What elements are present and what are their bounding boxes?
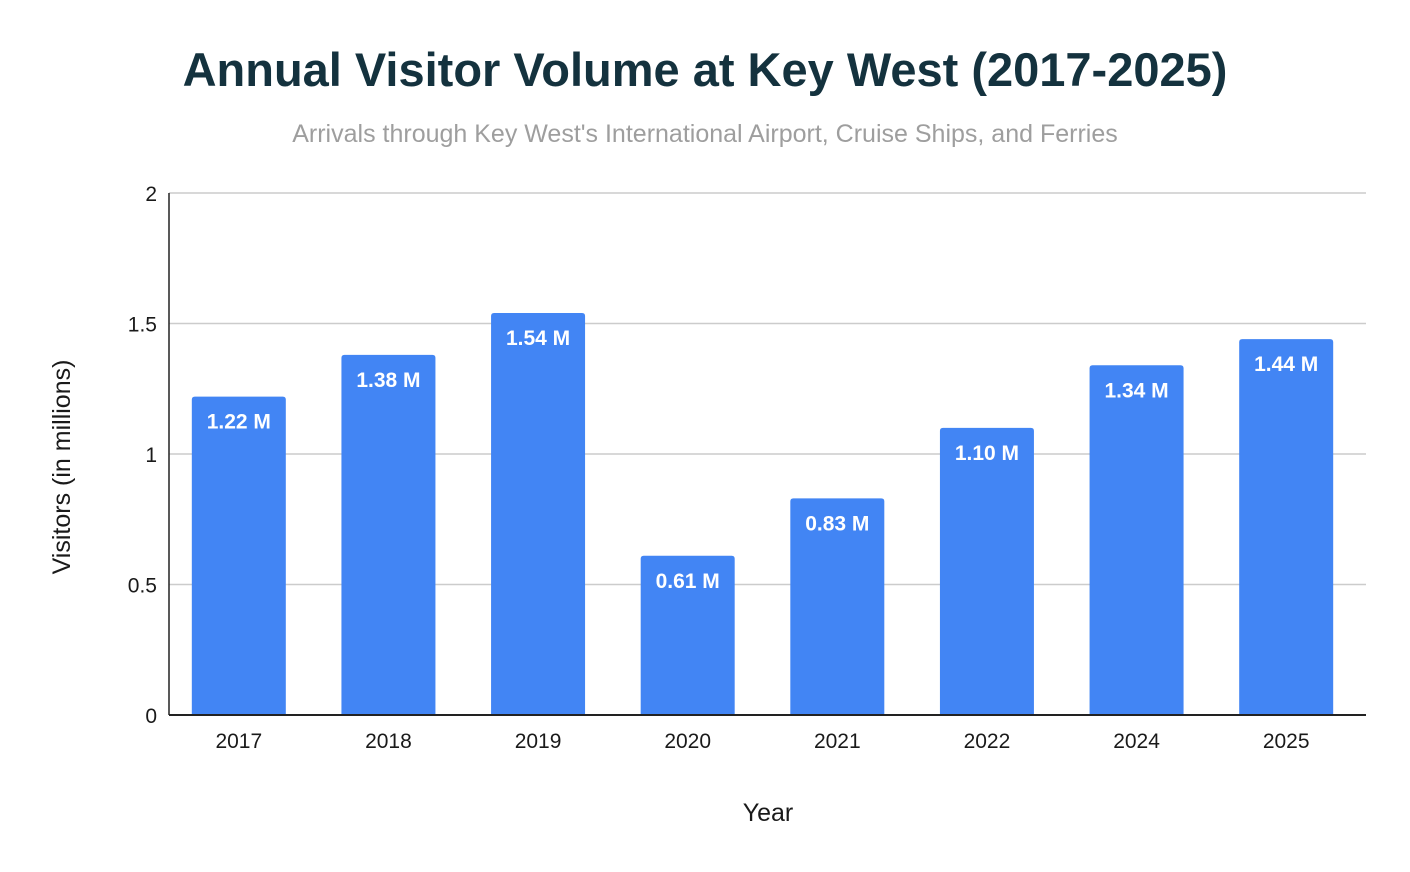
y-tick-label: 2 (145, 183, 157, 206)
x-tick-label: 2024 (1113, 730, 1160, 753)
bar-data-label: 1.38 M (356, 369, 420, 392)
bar (939, 427, 1034, 715)
bar (1089, 365, 1184, 715)
bar-data-label: 1.34 M (1104, 379, 1168, 402)
bars: 1.22 M 1.38 M 1.54 M 0.61 M 0.83 M 1.10 M 1.34… (191, 313, 1334, 715)
axes: 0 0.5 1 1.5 2 2017 2018 2019 2020 2021 2022 2024 202… (128, 183, 1366, 753)
x-axis-title: Year (743, 799, 794, 827)
y-axis-title: Visitors (in millions) (48, 360, 76, 575)
bar-data-label: 1.10 M (955, 442, 1019, 465)
bar-data-label: 0.61 M (656, 570, 720, 593)
y-tick-label: 0 (145, 705, 157, 728)
bar (1239, 339, 1334, 715)
bar (491, 313, 586, 715)
x-tick-label: 2018 (365, 730, 412, 753)
chart-title: Annual Visitor Volume at Key West (2017-… (182, 43, 1228, 96)
bar-data-label: 0.83 M (805, 512, 869, 535)
bar-data-label: 1.22 M (207, 411, 271, 434)
x-tick-label: 2020 (664, 730, 711, 753)
bar (790, 498, 885, 715)
x-tick-label: 2022 (964, 730, 1011, 753)
x-tick-label: 2017 (215, 730, 262, 753)
x-tick-label: 2021 (814, 730, 861, 753)
y-tick-label: 0.5 (128, 575, 157, 598)
bar (191, 396, 286, 715)
bar (640, 555, 735, 715)
y-tick-label: 1.5 (128, 314, 157, 337)
x-tick-label: 2019 (515, 730, 562, 753)
x-tick-label: 2025 (1263, 730, 1310, 753)
chart-subtitle: Arrivals through Key West's Internationa… (292, 120, 1118, 148)
y-tick-label: 1 (145, 444, 157, 467)
bar-data-label: 1.44 M (1254, 353, 1318, 376)
bar (341, 354, 436, 715)
bar-data-label: 1.54 M (506, 327, 570, 350)
